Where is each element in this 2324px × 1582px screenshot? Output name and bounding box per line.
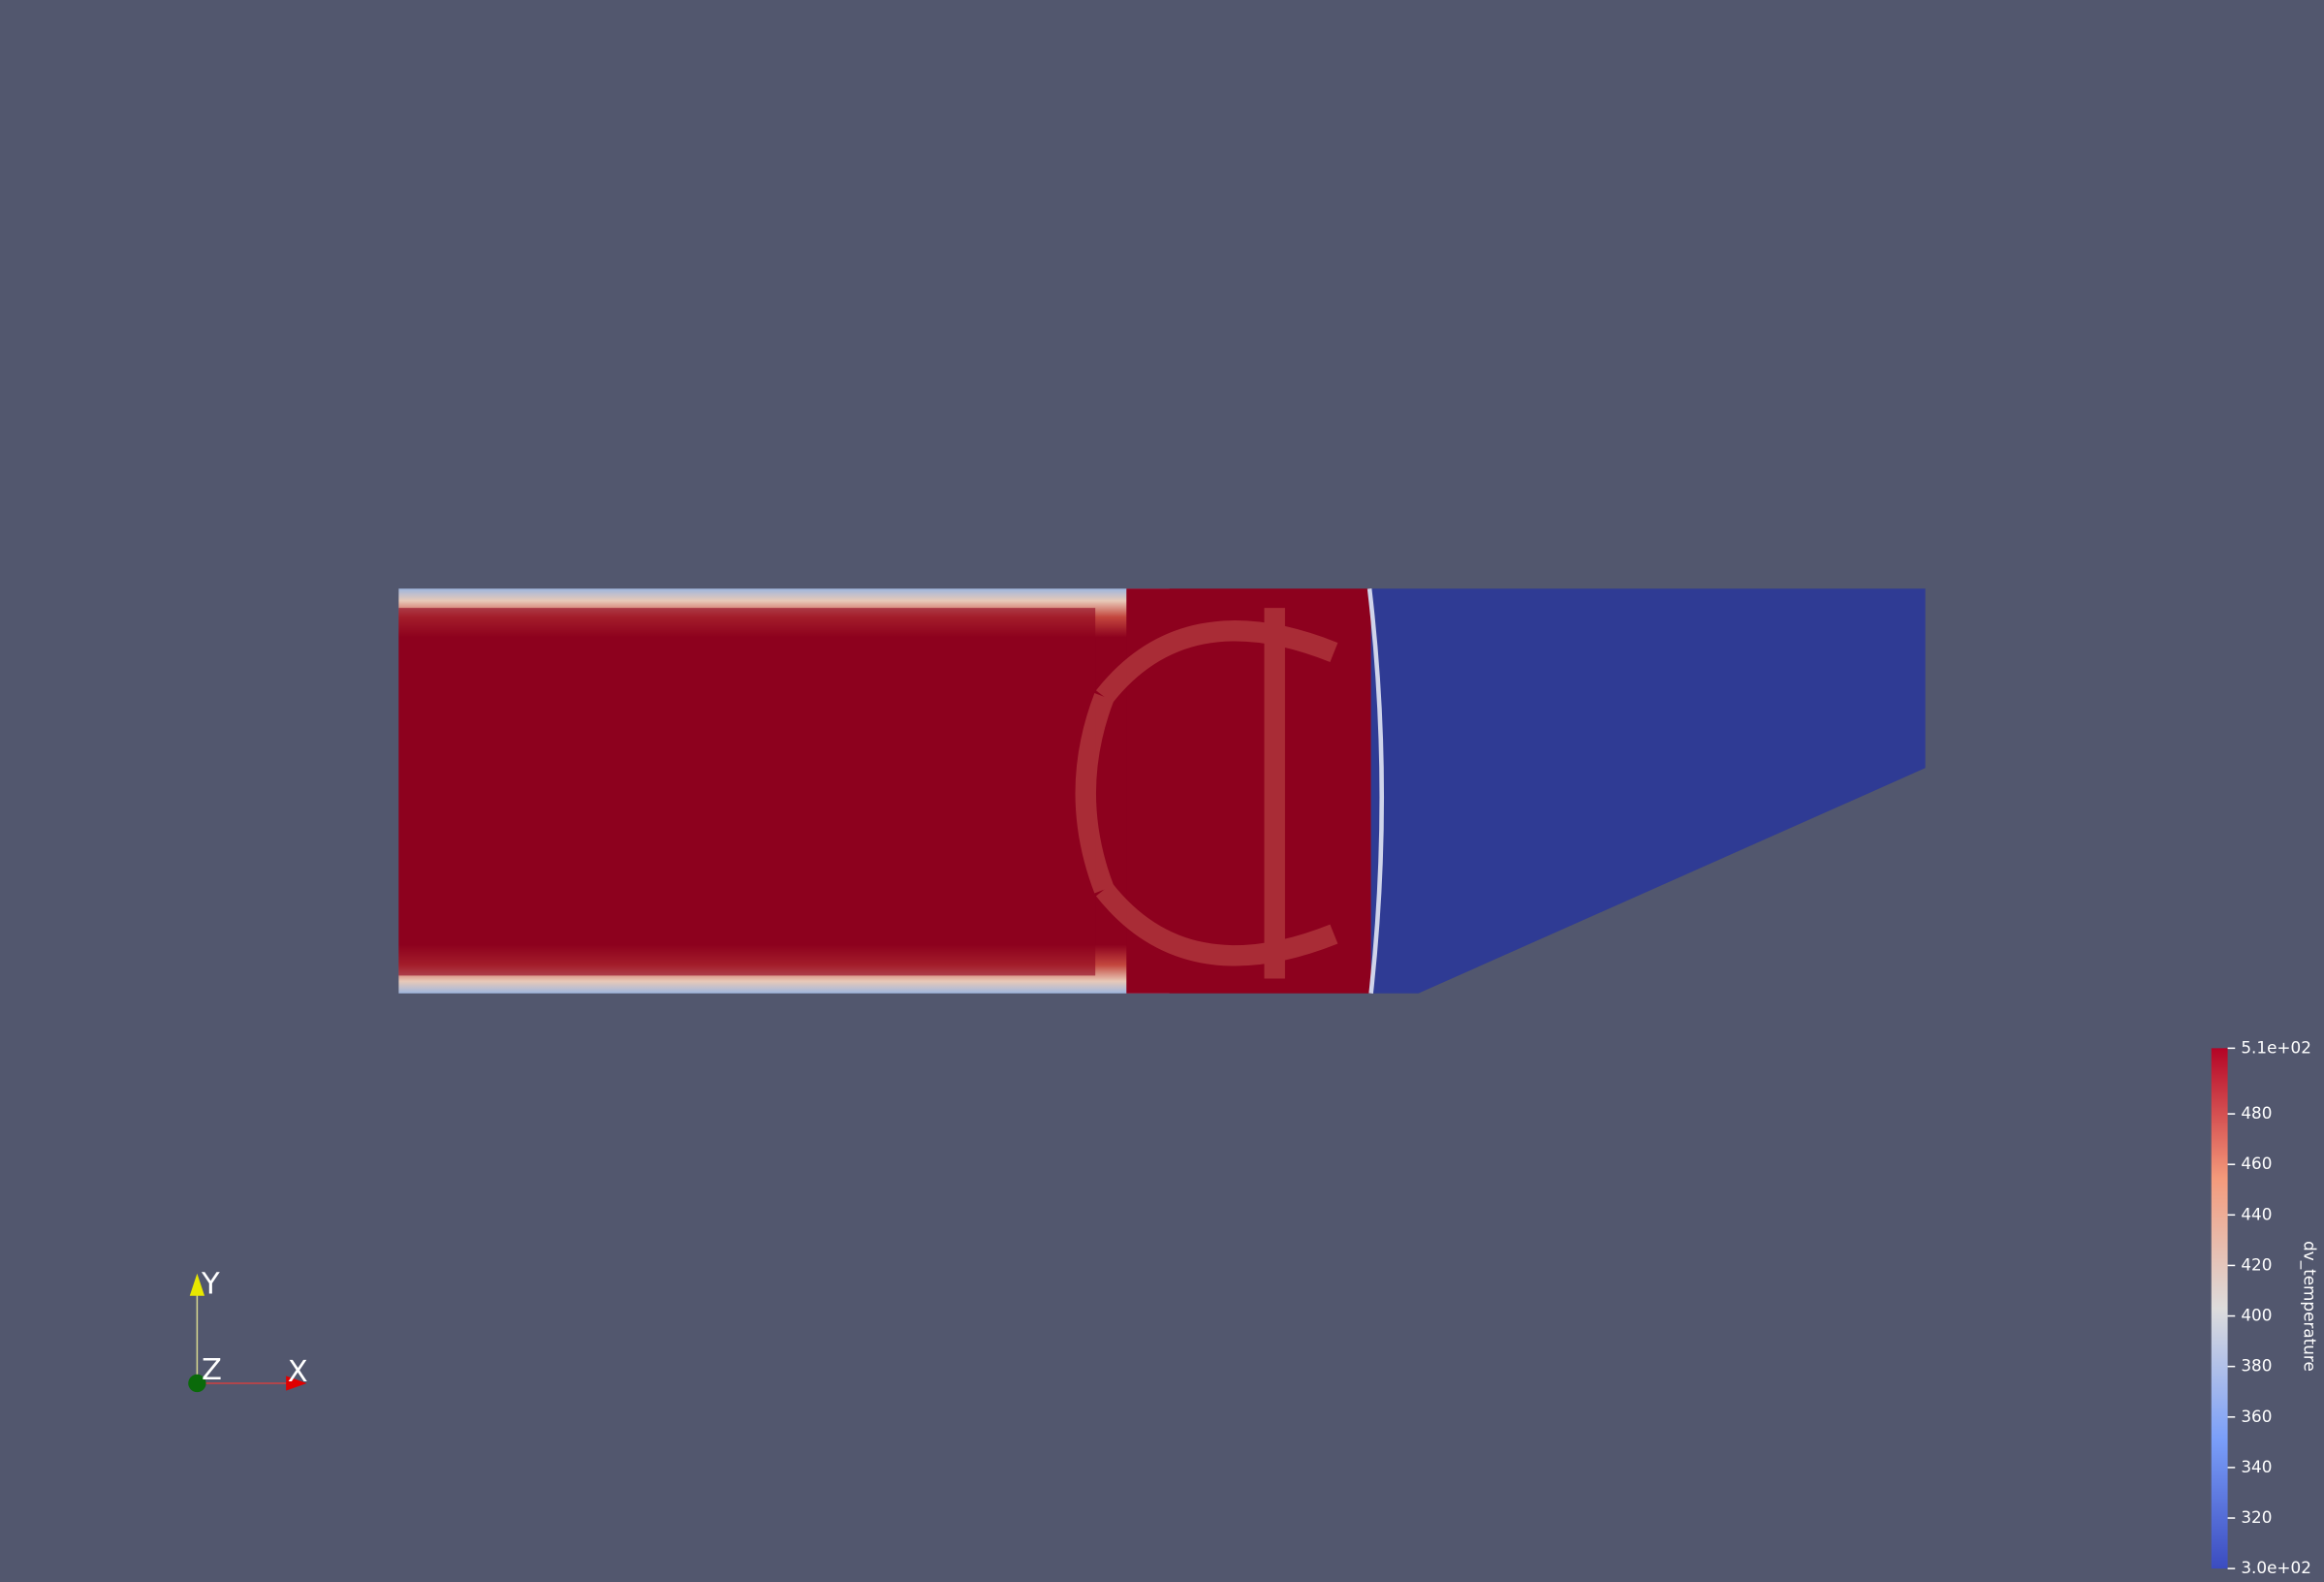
z-marker bbox=[188, 1374, 206, 1393]
colorbar-tick-label: 380 bbox=[2241, 1356, 2272, 1376]
colorbar bbox=[2211, 1048, 2228, 1569]
colorbar-tick-label: 3.0e+02 bbox=[2241, 1558, 2311, 1577]
colorbar-tick-label: 360 bbox=[2241, 1407, 2272, 1426]
z-label: Z bbox=[202, 1353, 222, 1387]
colorbar-tick-label: 340 bbox=[2241, 1457, 2272, 1476]
y-cone bbox=[189, 1273, 205, 1296]
x-label: X bbox=[288, 1355, 308, 1389]
cold-region bbox=[1370, 588, 1926, 994]
colorbar-tick-label: 460 bbox=[2241, 1154, 2272, 1173]
shock-front bbox=[1366, 587, 1385, 995]
colorbar-title: dv_temperature bbox=[2300, 1241, 2320, 1372]
colorbar-tick-label: 5.1e+02 bbox=[2241, 1037, 2311, 1057]
y-label: Y bbox=[201, 1268, 220, 1302]
colorbar-tick-label: 400 bbox=[2241, 1306, 2272, 1325]
hot-core bbox=[398, 608, 1096, 976]
colorbar-tick-label: 440 bbox=[2241, 1204, 2272, 1223]
x-cone bbox=[286, 1376, 307, 1391]
axes-triad: Y Z X bbox=[188, 1268, 308, 1393]
colorbar-tick-label: 480 bbox=[2241, 1103, 2272, 1123]
wave-arcs bbox=[1075, 608, 1338, 979]
colorbar-tick-label: 320 bbox=[2241, 1507, 2272, 1527]
colorbar-tick-label: 420 bbox=[2241, 1254, 2272, 1274]
